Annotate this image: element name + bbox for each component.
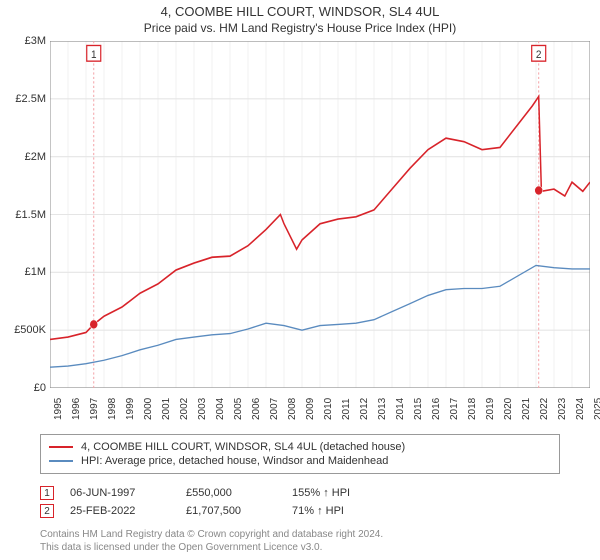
legend-item: HPI: Average price, detached house, Wind… bbox=[49, 455, 551, 467]
event-row: 2 25-FEB-2022 £1,707,500 71% ↑ HPI bbox=[40, 504, 560, 518]
chart-title: 4, COOMBE HILL COURT, WINDSOR, SL4 4UL bbox=[0, 4, 600, 19]
y-tick-label: £1M bbox=[25, 266, 46, 278]
x-tick-label: 2012 bbox=[359, 398, 370, 420]
x-tick-label: 2002 bbox=[179, 398, 190, 420]
x-tick-label: 2003 bbox=[197, 398, 208, 420]
event-pct: 71% ↑ HPI bbox=[292, 505, 352, 517]
x-tick-label: 2024 bbox=[575, 398, 586, 420]
x-tick-label: 2001 bbox=[161, 398, 172, 420]
y-axis: £0£500K£1M£1.5M£2M£2.5M£3M bbox=[2, 41, 46, 388]
event-marker: 2 bbox=[40, 504, 54, 518]
legend-item: 4, COOMBE HILL COURT, WINDSOR, SL4 4UL (… bbox=[49, 441, 551, 453]
x-tick-label: 1997 bbox=[89, 398, 100, 420]
x-tick-label: 2017 bbox=[449, 398, 460, 420]
x-tick-label: 2009 bbox=[305, 398, 316, 420]
chart-titles: 4, COOMBE HILL COURT, WINDSOR, SL4 4UL P… bbox=[0, 0, 600, 37]
event-marker: 1 bbox=[40, 486, 54, 500]
x-tick-label: 2013 bbox=[377, 398, 388, 420]
footer-line-2: This data is licensed under the Open Gov… bbox=[40, 541, 560, 554]
y-tick-label: £3M bbox=[25, 35, 46, 47]
x-tick-label: 2007 bbox=[269, 398, 280, 420]
x-tick-label: 2015 bbox=[413, 398, 424, 420]
x-axis: 1995 1996 1997 1998 1999 2000 2001 2002 2003 2004… bbox=[50, 388, 590, 428]
legend-swatch bbox=[49, 460, 73, 462]
y-tick-label: £2.5M bbox=[15, 93, 46, 105]
chart-svg: 12 bbox=[50, 41, 590, 388]
event-price: £550,000 bbox=[186, 487, 276, 499]
y-tick-label: £0 bbox=[34, 382, 46, 394]
svg-text:1: 1 bbox=[91, 48, 97, 61]
chart-footer: Contains HM Land Registry data © Crown c… bbox=[40, 528, 560, 554]
legend-label: HPI: Average price, detached house, Wind… bbox=[81, 455, 388, 467]
y-tick-label: £1.5M bbox=[15, 209, 46, 221]
x-tick-label: 2006 bbox=[251, 398, 262, 420]
x-tick-label: 1998 bbox=[107, 398, 118, 420]
x-tick-label: 1995 bbox=[53, 398, 64, 420]
x-tick-label: 2023 bbox=[557, 398, 568, 420]
event-row: 1 06-JUN-1997 £550,000 155% ↑ HPI bbox=[40, 486, 560, 500]
chart-subtitle: Price paid vs. HM Land Registry's House … bbox=[0, 21, 600, 35]
x-tick-label: 2016 bbox=[431, 398, 442, 420]
legend-label: 4, COOMBE HILL COURT, WINDSOR, SL4 4UL (… bbox=[81, 441, 405, 453]
chart-legend: 4, COOMBE HILL COURT, WINDSOR, SL4 4UL (… bbox=[40, 434, 560, 474]
x-tick-label: 2020 bbox=[503, 398, 514, 420]
x-tick-label: 2019 bbox=[485, 398, 496, 420]
x-tick-label: 2014 bbox=[395, 398, 406, 420]
x-tick-label: 2025 bbox=[593, 398, 600, 420]
y-tick-label: £500K bbox=[14, 324, 46, 336]
x-tick-label: 1996 bbox=[71, 398, 82, 420]
x-tick-label: 1999 bbox=[125, 398, 136, 420]
svg-text:2: 2 bbox=[536, 48, 542, 61]
x-tick-label: 2011 bbox=[341, 398, 352, 420]
y-tick-label: £2M bbox=[25, 151, 46, 163]
event-date: 25-FEB-2022 bbox=[70, 505, 170, 517]
event-list: 1 06-JUN-1997 £550,000 155% ↑ HPI 2 25-F… bbox=[40, 482, 560, 522]
x-tick-label: 2018 bbox=[467, 398, 478, 420]
x-tick-label: 2005 bbox=[233, 398, 244, 420]
event-price: £1,707,500 bbox=[186, 505, 276, 517]
x-tick-label: 2004 bbox=[215, 398, 226, 420]
event-pct: 155% ↑ HPI bbox=[292, 487, 352, 499]
x-tick-label: 2021 bbox=[521, 398, 532, 420]
event-date: 06-JUN-1997 bbox=[70, 487, 170, 499]
legend-swatch bbox=[49, 446, 73, 448]
footer-line-1: Contains HM Land Registry data © Crown c… bbox=[40, 528, 560, 541]
x-tick-label: 2022 bbox=[539, 398, 550, 420]
x-tick-label: 2008 bbox=[287, 398, 298, 420]
x-tick-label: 2000 bbox=[143, 398, 154, 420]
chart-plot-area: £0£500K£1M£1.5M£2M£2.5M£3M 12 1995199619… bbox=[50, 41, 590, 388]
x-tick-label: 2010 bbox=[323, 398, 334, 420]
